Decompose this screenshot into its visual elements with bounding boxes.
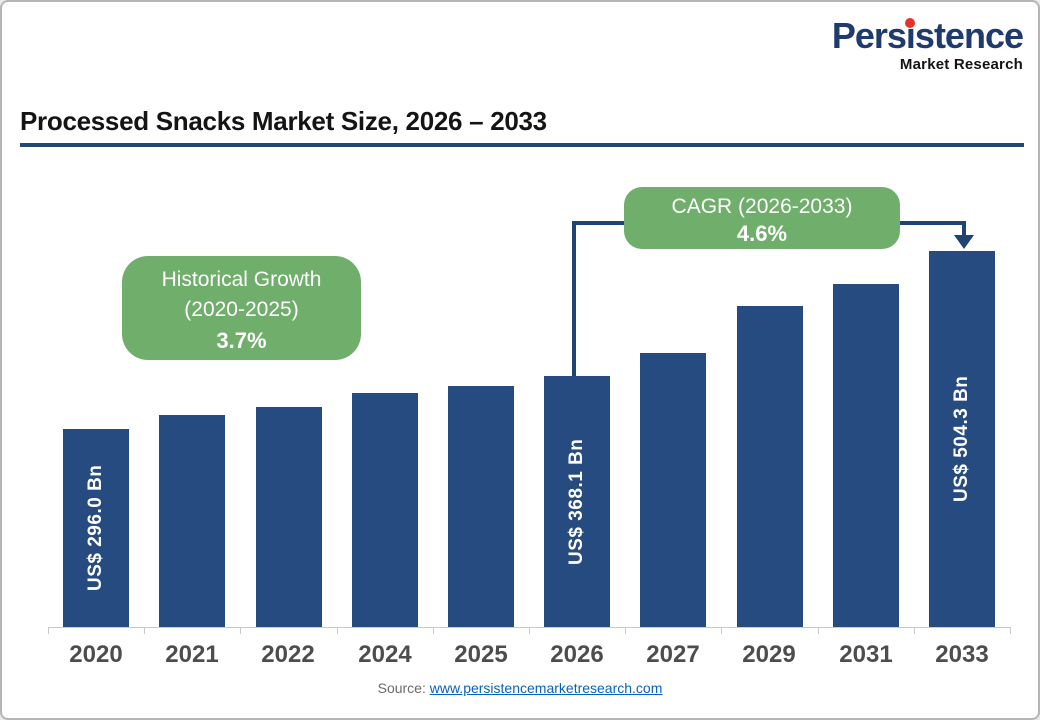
x-axis-tick	[721, 627, 722, 634]
bar-chart: US$ 296.0 Bn 2020 2021 2022 2024 2025 US$ 368.…	[48, 162, 1011, 672]
historical-growth-period: (2020-2025)	[184, 297, 299, 321]
cagr-callout: CAGR (2026-2033) 4.6%	[624, 187, 900, 249]
logo-tagline: Market Research	[899, 55, 1023, 73]
bar-2022	[256, 407, 322, 627]
cagr-label: CAGR (2026-2033)	[671, 195, 853, 218]
logo-text-pre: Pers	[831, 15, 907, 56]
chart-title: Processed Snacks Market Size, 2026 – 203…	[20, 106, 547, 136]
bar-2027	[640, 353, 706, 627]
arrow-down-icon	[954, 235, 974, 249]
historical-growth-value: 3.7%	[216, 327, 267, 353]
historical-growth-callout: Historical Growth (2020-2025) 3.7%	[122, 256, 361, 360]
cagr-connector-right-line	[962, 221, 966, 236]
x-axis-tick	[240, 627, 241, 634]
bar-2025	[448, 386, 514, 627]
x-axis-label-2025: 2025	[454, 641, 508, 668]
bar-2026: US$ 368.1 Bn	[544, 376, 610, 627]
x-axis-tick	[625, 627, 626, 634]
x-axis-tick	[144, 627, 145, 634]
bar-2021	[159, 415, 225, 627]
source-link[interactable]: www.persistencemarketresearch.com	[429, 680, 663, 696]
bar-2033: US$ 504.3 Bn	[929, 251, 995, 627]
x-axis-tick	[914, 627, 915, 634]
bar-value-label-2033: US$ 504.3 Bn	[951, 375, 972, 503]
x-axis-tick	[337, 627, 338, 634]
x-axis-tick	[529, 627, 530, 634]
x-axis-label-2026: 2026	[550, 641, 604, 668]
bar-2020: US$ 296.0 Bn	[63, 429, 129, 627]
x-axis-label-2031: 2031	[839, 641, 893, 668]
bar-value-label-2026: US$ 368.1 Bn	[566, 438, 587, 565]
x-axis-tick	[818, 627, 819, 634]
x-axis-label-2020: 2020	[69, 641, 123, 668]
bar-2031	[833, 284, 899, 627]
cagr-value: 4.6%	[736, 221, 788, 247]
bar-2029	[737, 306, 803, 627]
x-axis-label-2024: 2024	[358, 641, 412, 668]
cagr-connector-left-line	[572, 221, 576, 376]
pmr-logo: Persistence Market Research	[831, 15, 1024, 73]
x-axis-tick	[433, 627, 434, 634]
logo-text-post: stence	[914, 15, 1024, 56]
x-axis-label-2027: 2027	[646, 641, 700, 668]
source-line: Source: www.persistencemarketresearch.co…	[2, 680, 1038, 696]
source-label: Source:	[377, 680, 426, 696]
x-axis-label-2022: 2022	[261, 641, 315, 668]
x-axis-tick	[1010, 627, 1011, 634]
bar-value-label-2020: US$ 296.0 Bn	[85, 464, 106, 592]
logo-letter-i-red-dot-icon: i	[905, 15, 916, 56]
x-axis-label-2021: 2021	[165, 641, 219, 668]
title-underline	[20, 143, 1024, 147]
bar-2024	[352, 393, 418, 627]
x-axis-label-2033: 2033	[935, 641, 989, 668]
historical-growth-label: Historical Growth	[161, 268, 322, 291]
x-axis-label-2029: 2029	[742, 641, 796, 668]
x-axis-tick	[48, 627, 49, 634]
logo-brand-text: Persistence	[831, 15, 1024, 56]
